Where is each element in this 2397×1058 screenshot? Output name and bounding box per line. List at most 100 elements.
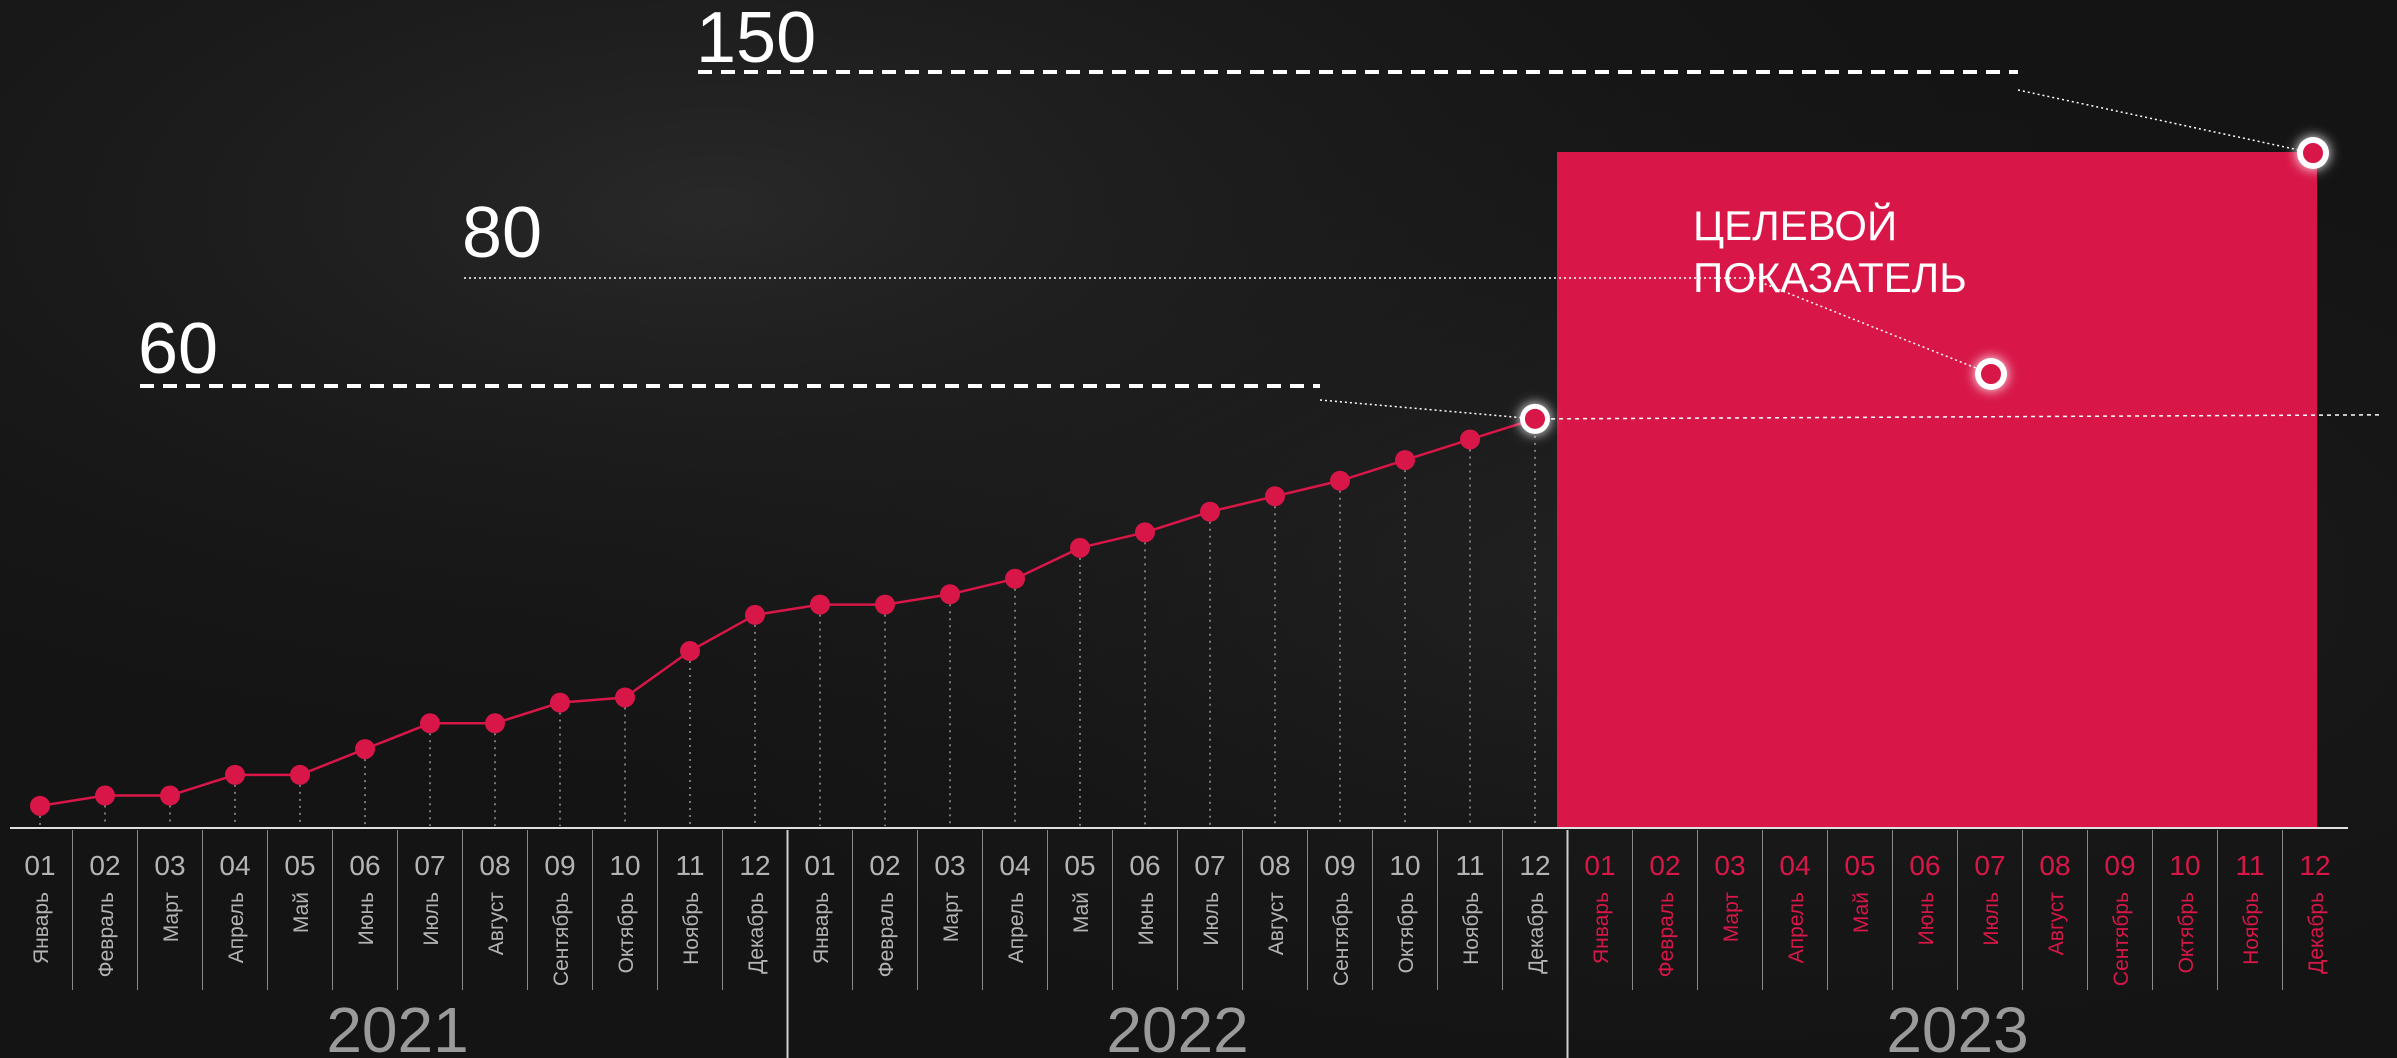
month-name-label: Апрель	[225, 892, 248, 963]
data-point	[1395, 450, 1415, 471]
data-point	[1330, 470, 1350, 491]
month-name-label: Январь	[30, 892, 53, 964]
month-number-label: 05	[284, 850, 315, 881]
data-point	[30, 795, 50, 816]
data-point	[160, 785, 180, 806]
month-number-label: 06	[349, 850, 380, 881]
year-label: 2021	[326, 994, 468, 1058]
month-number-label: 12	[2299, 850, 2330, 881]
data-point	[1135, 522, 1155, 543]
month-name-label: Июль	[1980, 892, 2003, 946]
month-number-label: 01	[804, 850, 835, 881]
month-number-label: 08	[479, 850, 510, 881]
month-number-label: 12	[1519, 850, 1550, 881]
month-name-label: Июнь	[1135, 892, 1158, 945]
data-point	[290, 764, 310, 785]
target-marker	[2299, 139, 2327, 167]
data-point	[550, 692, 570, 713]
month-name-label: Апрель	[1005, 892, 1028, 963]
month-number-label: 11	[1455, 850, 1484, 881]
month-number-label: 09	[2104, 850, 2135, 881]
month-name-label: Май	[1070, 892, 1093, 933]
month-number-label: 02	[1649, 850, 1680, 881]
month-number-label: 07	[1194, 850, 1225, 881]
data-point	[940, 584, 960, 605]
month-name-label: Декабрь	[2305, 892, 2328, 974]
month-number-label: 07	[1974, 850, 2005, 881]
data-point	[1265, 486, 1285, 507]
month-number-label: 02	[89, 850, 120, 881]
month-name-label: Декабрь	[1525, 892, 1548, 974]
data-point	[1521, 404, 1549, 433]
month-number-label: 03	[934, 850, 965, 881]
data-point	[1200, 501, 1220, 522]
month-name-label: Февраль	[875, 892, 898, 977]
target-connector	[1759, 281, 1992, 375]
target-block	[1557, 152, 2317, 828]
target-value-label: 150	[696, 0, 816, 78]
month-number-label: 11	[2235, 850, 2264, 881]
data-point	[225, 764, 245, 785]
data-point	[875, 594, 895, 615]
month-number-label: 08	[2039, 850, 2070, 881]
target-value-label: 60	[138, 309, 218, 389]
month-number-label: 06	[1129, 850, 1160, 881]
data-point	[680, 641, 700, 662]
month-number-label: 01	[24, 850, 55, 881]
target-marker	[1977, 360, 2005, 388]
month-name-label: Август	[1265, 892, 1288, 956]
data-point	[420, 713, 440, 734]
data-point	[1460, 429, 1480, 450]
month-name-label: Октябрь	[615, 892, 638, 973]
month-name-label: Июнь	[355, 892, 378, 945]
data-point	[745, 604, 765, 625]
month-name-label: Март	[1720, 892, 1743, 943]
target-connector	[1319, 399, 1536, 420]
target-block-label: ЦЕЛЕВОЙ ПОКАЗАТЕЛЬ	[1693, 202, 1967, 301]
month-name-label: Январь	[1590, 892, 1613, 964]
month-name-label: Сентябрь	[550, 892, 573, 986]
month-number-label: 11	[675, 850, 704, 881]
month-name-label: Август	[2045, 892, 2068, 956]
month-number-label: 08	[1259, 850, 1290, 881]
series-line	[39, 417, 1536, 808]
month-name-label: Май	[290, 892, 313, 933]
data-point	[355, 739, 375, 760]
month-number-label: 04	[1779, 850, 1810, 881]
data-point	[1070, 537, 1090, 558]
target-value-label: 80	[462, 193, 542, 273]
month-name-label: Сентябрь	[1330, 892, 1353, 986]
month-number-label: 04	[999, 850, 1030, 881]
month-number-label: 03	[1714, 850, 1745, 881]
month-name-label: Март	[940, 892, 963, 943]
month-name-label: Ноябрь	[1460, 892, 1483, 965]
data-point	[485, 713, 505, 734]
month-number-label: 10	[2169, 850, 2200, 881]
data-point	[810, 594, 830, 615]
month-number-label: 07	[414, 850, 445, 881]
data-point	[615, 687, 635, 708]
month-number-label: 10	[1389, 850, 1420, 881]
month-number-label: 03	[154, 850, 185, 881]
month-name-label: Август	[485, 892, 508, 956]
month-number-label: 09	[544, 850, 575, 881]
month-name-label: Ноябрь	[680, 892, 703, 965]
year-label: 2023	[1886, 994, 2028, 1058]
month-name-label: Июль	[1200, 892, 1223, 946]
month-number-label: 12	[739, 850, 770, 881]
month-name-label: Октябрь	[1395, 892, 1418, 973]
month-name-label: Июль	[420, 892, 443, 946]
month-name-label: Февраль	[95, 892, 118, 977]
month-number-label: 06	[1909, 850, 1940, 881]
current-level-guide	[1550, 414, 2381, 420]
month-number-label: 05	[1064, 850, 1095, 881]
month-name-label: Февраль	[1655, 892, 1678, 977]
year-label: 2022	[1106, 994, 1248, 1058]
month-name-label: Март	[160, 892, 183, 943]
month-name-label: Апрель	[1785, 892, 1808, 963]
month-name-label: Сентябрь	[2110, 892, 2133, 986]
month-number-label: 01	[1584, 850, 1615, 881]
target-connector	[2017, 89, 2314, 154]
